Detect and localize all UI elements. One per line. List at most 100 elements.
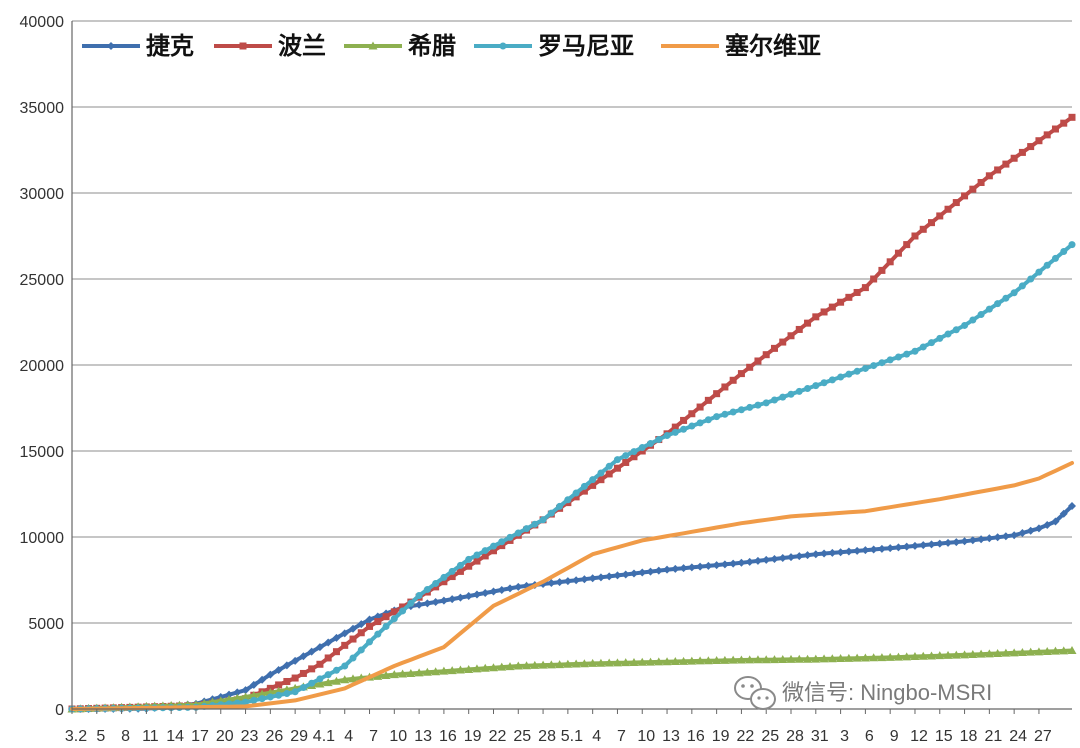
data-point bbox=[828, 303, 836, 311]
data-point bbox=[423, 599, 432, 608]
watermark: 微信号: Ningbo-MSRI bbox=[734, 676, 992, 710]
data-point bbox=[910, 652, 920, 661]
wechat-icon bbox=[734, 676, 776, 710]
data-point bbox=[406, 668, 416, 677]
data-point bbox=[324, 654, 332, 662]
data-point bbox=[910, 541, 919, 550]
x-tick-label: 17 bbox=[191, 728, 209, 745]
data-point bbox=[481, 552, 489, 560]
data-point bbox=[480, 663, 490, 672]
legend-item-1: 波兰 bbox=[214, 32, 326, 60]
data-point bbox=[778, 655, 788, 664]
data-point bbox=[531, 520, 539, 528]
x-tick-label: 13 bbox=[414, 728, 432, 745]
data-point bbox=[837, 373, 845, 381]
data-point bbox=[1035, 268, 1043, 276]
data-point bbox=[572, 493, 580, 501]
data-point bbox=[423, 585, 431, 593]
data-point bbox=[680, 416, 688, 424]
x-tick-label: 9 bbox=[890, 728, 899, 745]
data-point bbox=[762, 555, 771, 564]
data-point bbox=[968, 536, 977, 545]
data-point bbox=[283, 690, 291, 698]
data-point bbox=[704, 561, 713, 570]
data-point bbox=[902, 652, 912, 661]
data-point bbox=[604, 658, 614, 667]
data-point bbox=[837, 298, 845, 306]
data-point bbox=[291, 674, 299, 682]
series-lines bbox=[67, 113, 1077, 713]
data-point bbox=[324, 671, 332, 679]
data-point bbox=[275, 691, 283, 699]
data-point bbox=[944, 538, 953, 547]
data-point bbox=[349, 654, 357, 662]
x-tick-label: 4.1 bbox=[313, 728, 335, 745]
data-point bbox=[366, 622, 374, 630]
data-point bbox=[1001, 648, 1011, 657]
data-point bbox=[422, 667, 432, 676]
y-tick-label: 40000 bbox=[20, 14, 65, 31]
data-point bbox=[283, 677, 291, 685]
data-point bbox=[646, 657, 656, 666]
axes bbox=[71, 21, 1072, 714]
data-point bbox=[720, 655, 730, 664]
data-point bbox=[1001, 532, 1010, 541]
data-point bbox=[432, 579, 440, 587]
data-point bbox=[638, 568, 647, 577]
data-point bbox=[382, 613, 390, 621]
data-point bbox=[1068, 241, 1076, 249]
data-point bbox=[431, 667, 441, 676]
x-tick-label: 22 bbox=[489, 728, 507, 745]
data-point bbox=[828, 376, 836, 384]
series-line bbox=[70, 242, 1074, 711]
data-point bbox=[589, 476, 597, 484]
data-point bbox=[811, 550, 820, 559]
data-point bbox=[1018, 282, 1026, 290]
legend-label: 希腊 bbox=[408, 32, 456, 60]
data-point bbox=[630, 448, 638, 456]
x-tick-label: 24 bbox=[1009, 728, 1027, 745]
data-point bbox=[695, 656, 705, 665]
data-point bbox=[415, 600, 424, 609]
data-point bbox=[1018, 148, 1026, 156]
data-point bbox=[498, 542, 506, 550]
data-point bbox=[969, 316, 977, 324]
data-point bbox=[671, 564, 680, 573]
data-point bbox=[613, 456, 621, 464]
x-tick-label: 8 bbox=[121, 728, 130, 745]
gridlines bbox=[72, 20, 1072, 624]
legend-item-2: 希腊 bbox=[344, 32, 456, 60]
data-point bbox=[556, 502, 564, 510]
data-point bbox=[688, 410, 696, 418]
data-point bbox=[1059, 509, 1068, 518]
x-tick-label: 13 bbox=[662, 728, 680, 745]
x-tick-label: 7 bbox=[617, 728, 626, 745]
legend-label: 罗马尼亚 bbox=[538, 32, 634, 60]
data-point bbox=[737, 370, 745, 378]
data-point bbox=[357, 629, 365, 637]
data-point bbox=[489, 547, 497, 555]
data-point bbox=[870, 275, 878, 283]
data-point bbox=[853, 288, 861, 296]
data-point bbox=[555, 660, 565, 669]
data-point bbox=[588, 658, 598, 667]
data-point bbox=[994, 166, 1002, 174]
data-point bbox=[522, 661, 532, 670]
data-point bbox=[448, 567, 456, 575]
data-point bbox=[249, 691, 259, 700]
data-point bbox=[985, 534, 994, 543]
data-point bbox=[439, 596, 448, 605]
data-point bbox=[1017, 648, 1027, 657]
data-point bbox=[903, 241, 911, 249]
data-point bbox=[465, 555, 473, 563]
legend-item-0: 捷克 bbox=[82, 32, 194, 60]
series-4 bbox=[70, 461, 1074, 711]
data-point bbox=[497, 585, 506, 594]
data-point bbox=[985, 172, 993, 180]
data-point bbox=[1051, 125, 1059, 133]
data-point bbox=[621, 658, 631, 667]
data-point bbox=[1050, 646, 1060, 655]
data-point bbox=[885, 652, 895, 661]
data-point bbox=[1027, 143, 1035, 151]
